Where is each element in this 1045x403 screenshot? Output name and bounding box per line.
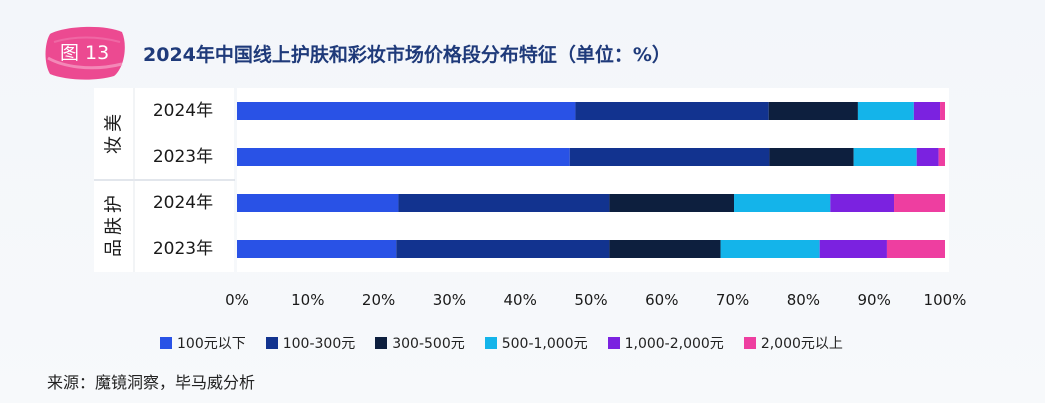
legend-item: 100-300元 xyxy=(265,333,356,353)
legend-item: 1,000-2,000元 xyxy=(607,333,724,353)
legend-label: 1,000-2,000元 xyxy=(624,336,724,352)
group-label-char: 肤 xyxy=(104,217,125,235)
bar-segment xyxy=(396,240,610,258)
bar-segment xyxy=(940,102,945,120)
bar-segment xyxy=(819,240,887,258)
category-label: 2024年 xyxy=(153,101,213,121)
x-tick-label: 60% xyxy=(645,291,678,309)
legend-label: 300-500元 xyxy=(392,336,465,352)
x-tick-label: 40% xyxy=(504,291,537,309)
bar-segment xyxy=(768,102,858,120)
bar-segment xyxy=(237,240,397,258)
x-tick-label: 100% xyxy=(924,291,967,309)
category-label: 2023年 xyxy=(153,239,213,259)
category-label: 2024年 xyxy=(153,193,213,213)
bar-segment xyxy=(609,240,721,258)
bar-segment xyxy=(913,102,941,120)
legend-swatch xyxy=(375,337,388,349)
legend-item: 2,000元以上 xyxy=(743,333,843,353)
x-tick-label: 20% xyxy=(362,291,395,309)
figure-badge-shape xyxy=(45,26,125,80)
x-tick-label: 80% xyxy=(787,291,820,309)
bar-segment xyxy=(853,148,917,166)
legend-label: 500-1,000元 xyxy=(501,336,588,352)
bar-segment xyxy=(609,194,735,212)
legend-item: 300-500元 xyxy=(375,333,465,353)
figure-label: 图 13 xyxy=(60,42,110,64)
legend-swatch xyxy=(160,337,172,349)
bar-segment xyxy=(938,148,945,166)
legend-swatch xyxy=(743,337,756,349)
legend-swatch xyxy=(484,337,497,349)
bar-segment xyxy=(237,194,399,212)
group-box xyxy=(94,180,234,272)
legend-item: 500-1,000元 xyxy=(484,333,588,353)
x-tick-label: 30% xyxy=(433,291,466,309)
legend-item: 100元以下 xyxy=(160,333,246,353)
bar-segment xyxy=(769,148,854,166)
bar-segment xyxy=(398,194,610,212)
bar-segment xyxy=(916,148,939,166)
x-tick-label: 10% xyxy=(291,291,324,309)
legend-swatch xyxy=(607,337,620,349)
x-tick-label: 70% xyxy=(716,291,749,309)
x-tick-label: 0% xyxy=(225,291,249,309)
bar-segment xyxy=(720,240,820,258)
group-label-char: 美 xyxy=(104,114,125,132)
group-label-char: 品 xyxy=(104,239,125,257)
x-tick-label: 90% xyxy=(858,291,891,309)
legend-label: 2,000元以上 xyxy=(760,336,843,352)
bar-segment xyxy=(569,148,770,166)
bar-segment xyxy=(237,102,576,120)
group-label-char: 妆 xyxy=(104,136,125,154)
x-tick-label: 50% xyxy=(574,291,607,309)
chart-legend: 100元以下 100-300元 300-500元 500-1,000元 1,000-2,… xyxy=(160,333,863,353)
chart-title: 2024年中国线上护肤和彩妆市场价格段分布特征（单位：%） xyxy=(143,44,671,66)
legend-label: 100-300元 xyxy=(282,336,356,352)
source-note: 来源：魔镜洞察，毕马威分析 xyxy=(47,373,256,392)
bar-segment xyxy=(237,148,570,166)
group-box xyxy=(94,88,234,180)
group-label-char: 护 xyxy=(104,195,125,213)
bar-segment xyxy=(830,194,895,212)
bar-segment xyxy=(734,194,831,212)
bar-segment xyxy=(857,102,914,120)
legend-swatch xyxy=(265,337,278,349)
bar-segment xyxy=(575,102,769,120)
category-label: 2023年 xyxy=(153,147,213,167)
bar-segment xyxy=(886,240,945,258)
legend-label: 100元以下 xyxy=(177,336,246,352)
bar-segment xyxy=(894,194,945,212)
